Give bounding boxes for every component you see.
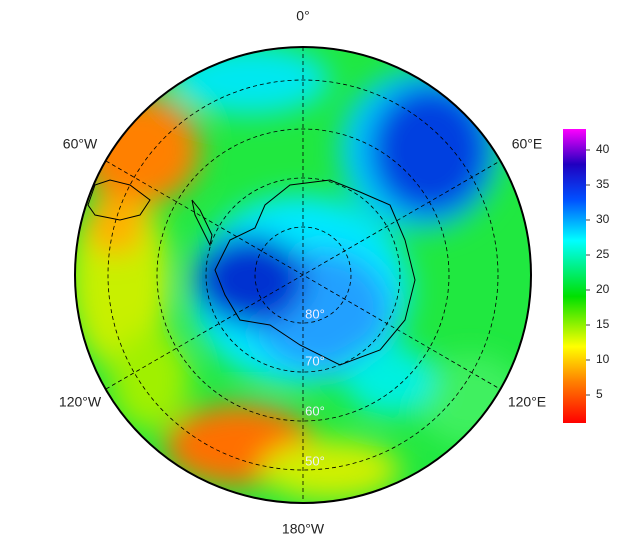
south-america [87,179,151,221]
colorbar-tick-label: 35 [596,177,610,191]
peninsula [191,199,213,247]
field [75,47,531,503]
longitude-label: 60°W [63,136,98,152]
colorbar [563,129,586,423]
map-border [74,46,532,504]
colorbar-tick-label: 15 [596,317,610,331]
latitude-label: 70° [305,353,325,368]
longitude-label: 60°E [512,136,543,152]
longitude-label: 120°W [59,394,102,410]
colorbar-tick-label: 20 [596,282,610,296]
coastline [214,179,416,366]
colorbar-tick-label: 5 [596,387,603,401]
longitude-label: 120°E [508,394,546,410]
colorbar-tick-label: 10 [596,352,610,366]
longitude-label: 0° [296,8,309,24]
colorbar-tick-label: 40 [596,142,610,156]
latitude-label: 80° [305,306,325,321]
colorbar-tick-label: 30 [596,212,610,226]
colorbar-tick-label: 25 [596,247,610,261]
latitude-label: 60° [305,403,325,418]
graticule [105,47,501,503]
latitude-label: 50° [305,453,325,468]
longitude-label: 180°W [282,521,325,537]
